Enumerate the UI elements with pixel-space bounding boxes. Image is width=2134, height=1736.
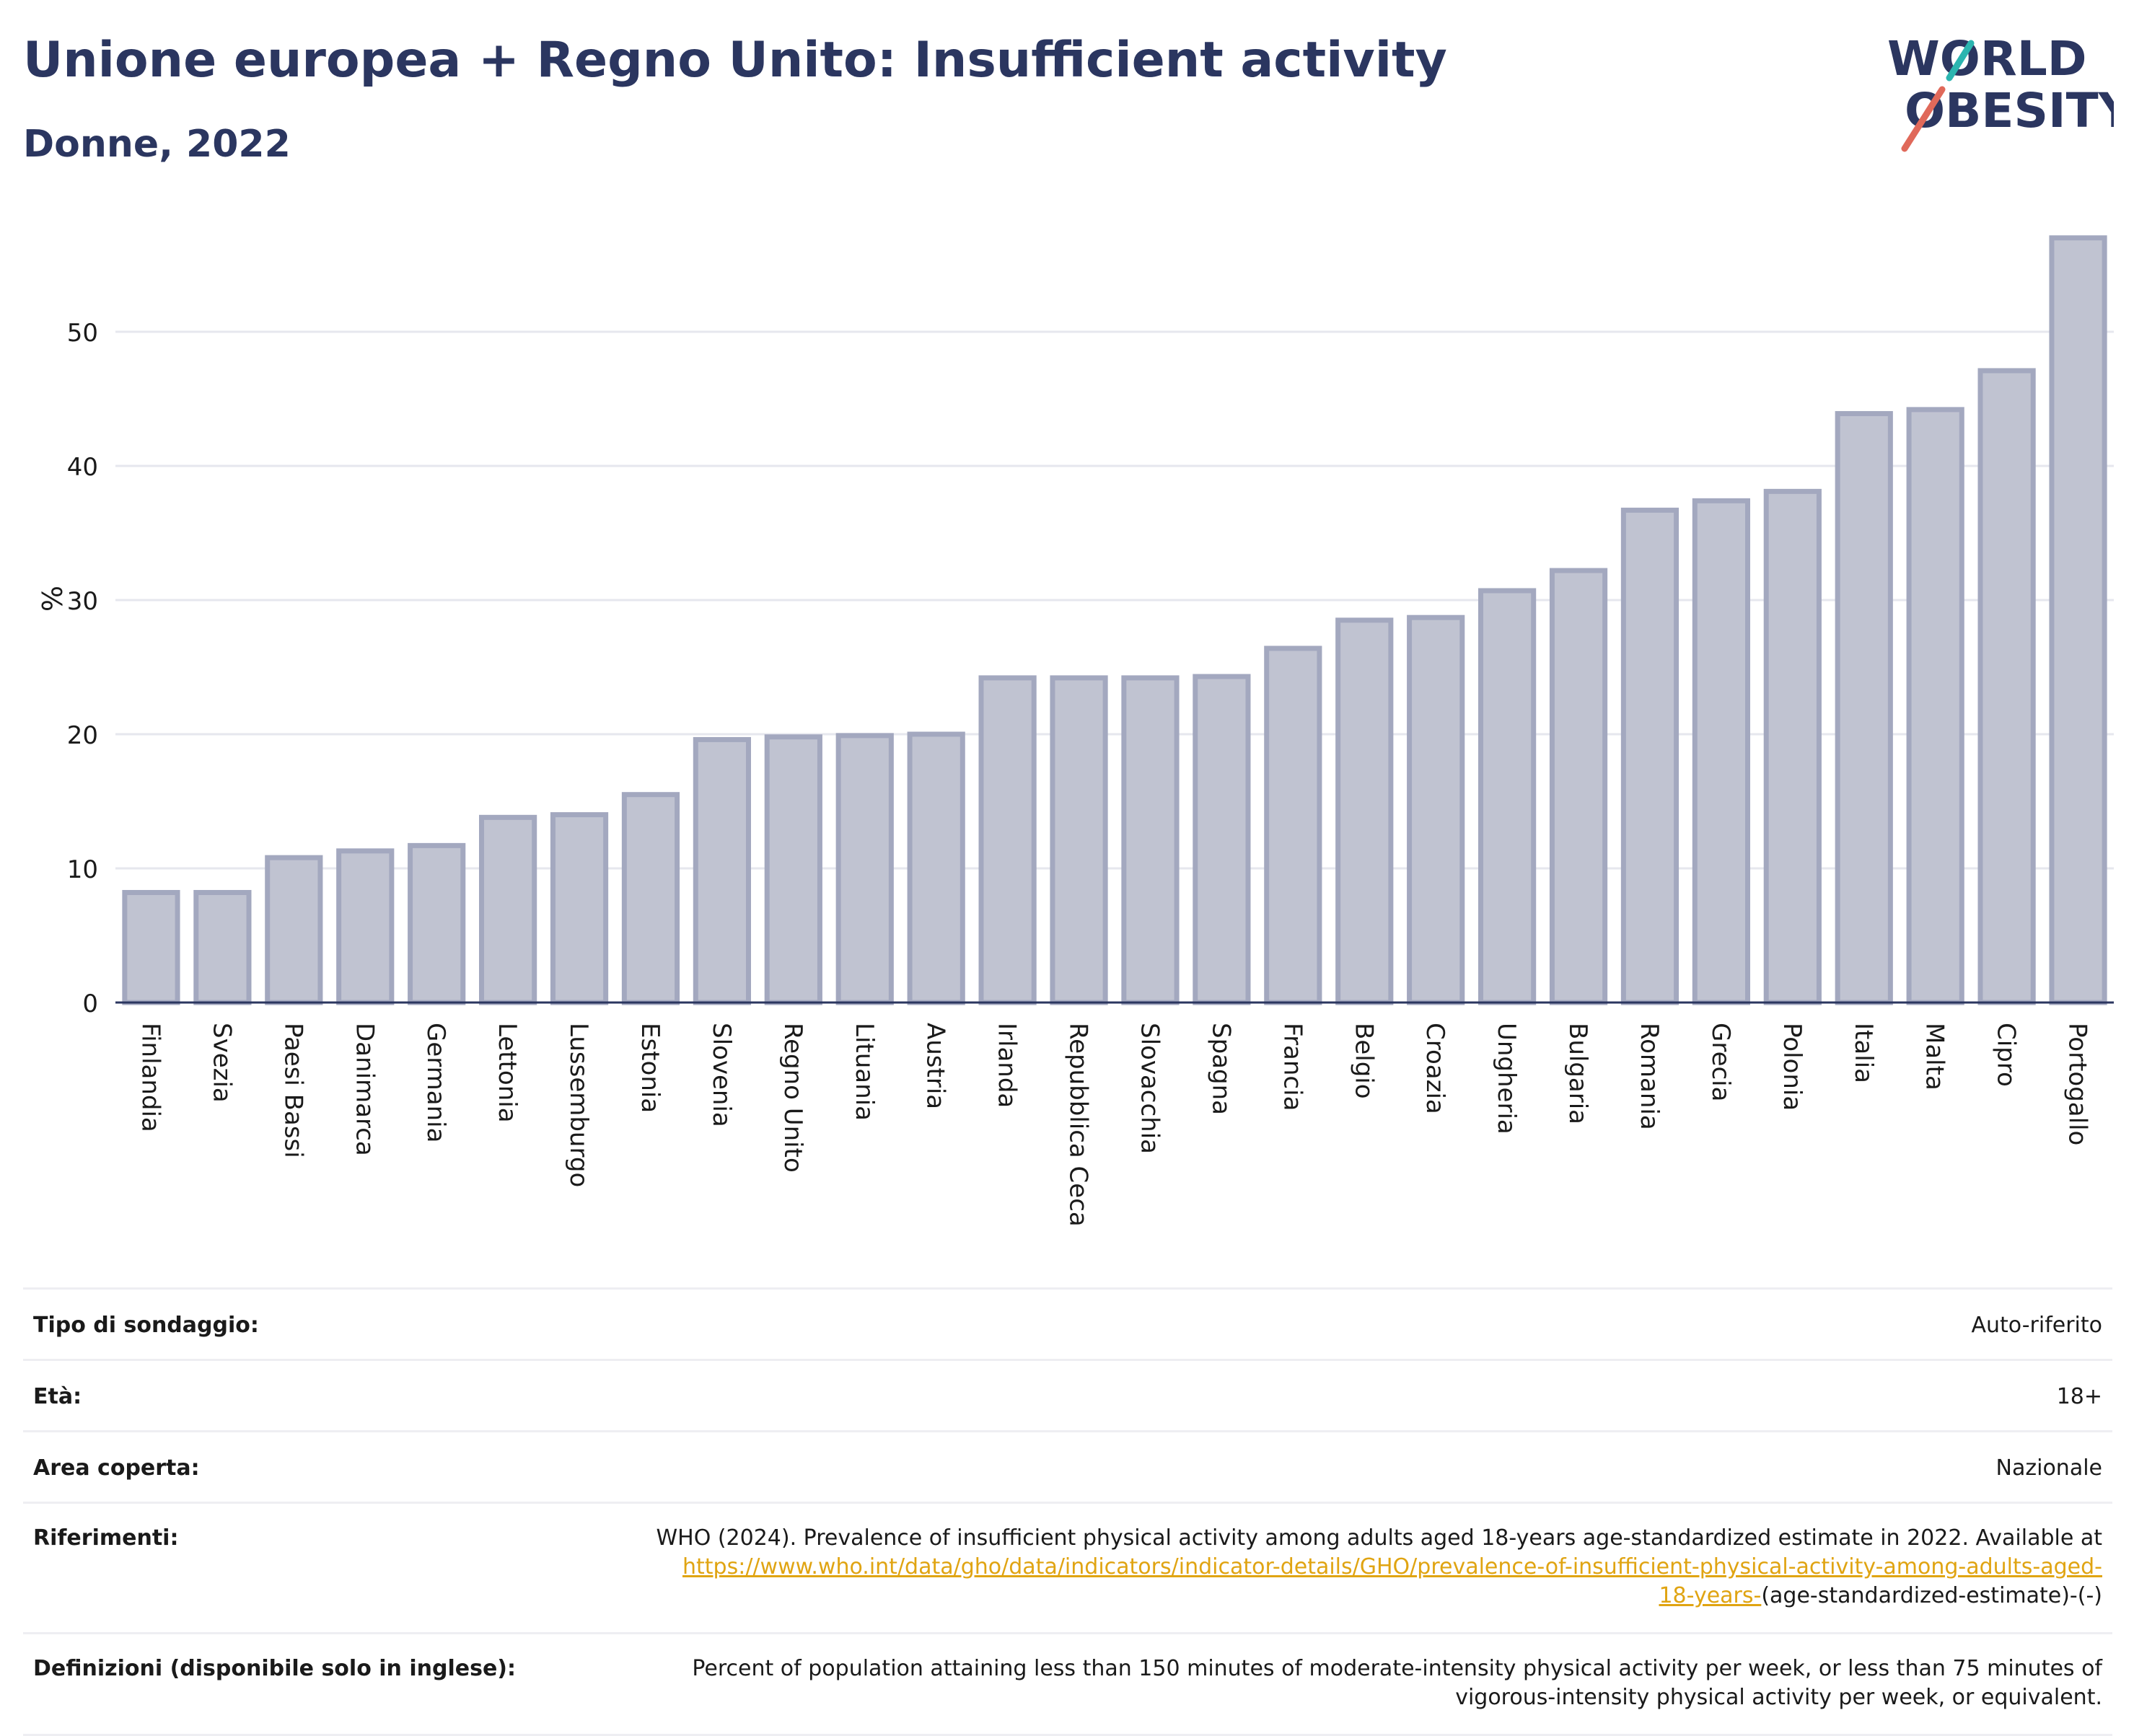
y-tick-label: 0	[82, 990, 98, 1018]
x-tick-label: Malta	[1920, 1023, 1949, 1090]
logo-line-obesity: OBESITY	[1905, 83, 2114, 138]
references-link[interactable]: https://www.who.int/data/gho/data/indica…	[682, 1554, 2102, 1579]
x-tick-label: Polonia	[1778, 1023, 1806, 1111]
bar[interactable]	[907, 731, 965, 1005]
bar[interactable]	[193, 889, 252, 1005]
y-tick-label: 10	[67, 855, 98, 884]
x-tick-label: Regno Unito	[778, 1023, 807, 1173]
bar-chart: 0 10 20 30 40 50 Finlandia Svezia Paesi Bassi Da…	[35, 235, 2114, 1227]
bar[interactable]	[2049, 235, 2107, 1005]
x-tick-label: Repubblica Ceca	[1064, 1023, 1093, 1227]
bar[interactable]	[764, 734, 822, 1005]
bar[interactable]	[1407, 614, 1465, 1005]
x-tick-label: Italia	[1849, 1023, 1878, 1083]
bars	[122, 235, 2107, 1005]
detail-label: Riferimenti:	[33, 1525, 179, 1551]
bar[interactable]	[1620, 507, 1679, 1005]
y-tick-label: 30	[67, 587, 98, 616]
detail-row-survey-type: Tipo di sondaggio: Auto-riferito	[23, 1290, 2112, 1361]
bar[interactable]	[978, 675, 1037, 1005]
x-tick-label: Danimarca	[350, 1023, 379, 1156]
references-link-continued[interactable]: 18-years-	[1659, 1583, 1762, 1608]
references-text: WHO (2024). Prevalence of insufficient p…	[656, 1525, 2102, 1551]
x-tick-label: Grecia	[1706, 1023, 1735, 1101]
logo-slash-teal	[1946, 40, 1975, 81]
world-obesity-logo: WORLD OBESITY	[1887, 31, 2114, 152]
bar[interactable]	[265, 855, 323, 1005]
bar[interactable]	[1264, 646, 1322, 1005]
x-tick-label: Lussemburgo	[564, 1023, 593, 1187]
bar[interactable]	[1835, 410, 1893, 1005]
detail-label: Tipo di sondaggio:	[33, 1313, 259, 1338]
bar[interactable]	[621, 792, 680, 1005]
y-tick-label: 50	[67, 319, 98, 348]
detail-row-age: Età: 18+	[23, 1361, 2112, 1432]
detail-value: Auto-riferito	[1971, 1313, 2102, 1338]
bar[interactable]	[408, 842, 466, 1005]
bar[interactable]	[1763, 488, 1822, 1005]
x-tick-label: Cipro	[1992, 1023, 2021, 1087]
x-tick-label: Irlanda	[993, 1023, 1022, 1108]
x-tick-label: Slovacchia	[1135, 1023, 1164, 1154]
references-suffix: (age-standardized-estimate)-(-)	[1761, 1583, 2102, 1608]
details-table: Tipo di sondaggio: Auto-riferito Età: 18…	[23, 1287, 2112, 1736]
x-tick-label: Portogallo	[2063, 1023, 2092, 1145]
detail-label: Definizioni (disponibile solo in inglese…	[33, 1656, 516, 1681]
detail-row-area: Area coperta: Nazionale	[23, 1432, 2112, 1504]
y-axis-label: %	[35, 586, 67, 612]
x-tick-label: Svezia	[207, 1023, 236, 1103]
x-tick-label: Germania	[421, 1023, 450, 1142]
bar[interactable]	[550, 812, 609, 1005]
x-tick-label: Estonia	[636, 1023, 664, 1113]
bar[interactable]	[835, 733, 894, 1005]
bar[interactable]	[1478, 588, 1537, 1005]
detail-row-definitions: Definizioni (disponibile solo in inglese…	[23, 1634, 2112, 1736]
detail-label: Area coperta:	[33, 1455, 200, 1481]
x-tick-label: Slovenia	[707, 1023, 736, 1127]
x-tick-label: Croazia	[1421, 1023, 1449, 1114]
detail-row-references: Riferimenti: WHO (2024). Prevalence of i…	[23, 1504, 2112, 1634]
bar[interactable]	[1193, 674, 1251, 1005]
bar[interactable]	[693, 736, 751, 1005]
x-tick-label: Finlandia	[136, 1023, 164, 1132]
logo-slash-red	[1901, 86, 1946, 152]
references-value: WHO (2024). Prevalence of insufficient p…	[656, 1524, 2102, 1611]
detail-value: 18+	[2056, 1384, 2102, 1409]
x-tick-label: Bulgaria	[1563, 1023, 1592, 1124]
bar[interactable]	[1050, 675, 1108, 1005]
x-tick-label: Spagna	[1206, 1023, 1235, 1115]
bar[interactable]	[1692, 498, 1750, 1005]
bar[interactable]	[122, 889, 180, 1005]
x-tick-label: Romania	[1635, 1023, 1664, 1130]
y-tick-label: 40	[67, 453, 98, 482]
bar[interactable]	[336, 848, 395, 1005]
x-tick-label: Belgio	[1349, 1023, 1378, 1099]
x-tick-label: Paesi Bassi	[278, 1023, 307, 1158]
y-tick-labels: 0 10 20 30 40 50	[67, 319, 98, 1018]
bar[interactable]	[1121, 675, 1180, 1005]
bar[interactable]	[1549, 568, 1608, 1005]
y-tick-label: 20	[67, 721, 98, 750]
detail-label: Età:	[33, 1384, 82, 1409]
chart-title: Unione europea + Regno Unito: Insufficie…	[23, 32, 1447, 89]
definitions-value: Percent of population attaining less tha…	[692, 1655, 2102, 1712]
x-tick-label: Lettonia	[493, 1023, 522, 1123]
x-tick-label: Austria	[921, 1023, 950, 1109]
x-tick-label: Lituania	[850, 1023, 879, 1121]
x-tick-label: Francia	[1278, 1023, 1307, 1111]
detail-value: Nazionale	[1995, 1455, 2102, 1481]
logo-line-world: WORLD	[1887, 31, 2087, 87]
bar[interactable]	[1335, 617, 1394, 1005]
x-tick-labels: Finlandia Svezia Paesi Bassi Danimarca Germa…	[136, 1023, 2091, 1227]
bar[interactable]	[1906, 407, 1964, 1005]
bar[interactable]	[1977, 368, 2036, 1005]
bar[interactable]	[479, 814, 537, 1005]
definitions-line-1: Percent of population attaining less tha…	[692, 1656, 2102, 1681]
definitions-line-2: vigorous-intensity physical activity per…	[1455, 1685, 2102, 1710]
x-tick-label: Ungheria	[1492, 1023, 1521, 1134]
chart-subtitle: Donne, 2022	[23, 123, 291, 166]
